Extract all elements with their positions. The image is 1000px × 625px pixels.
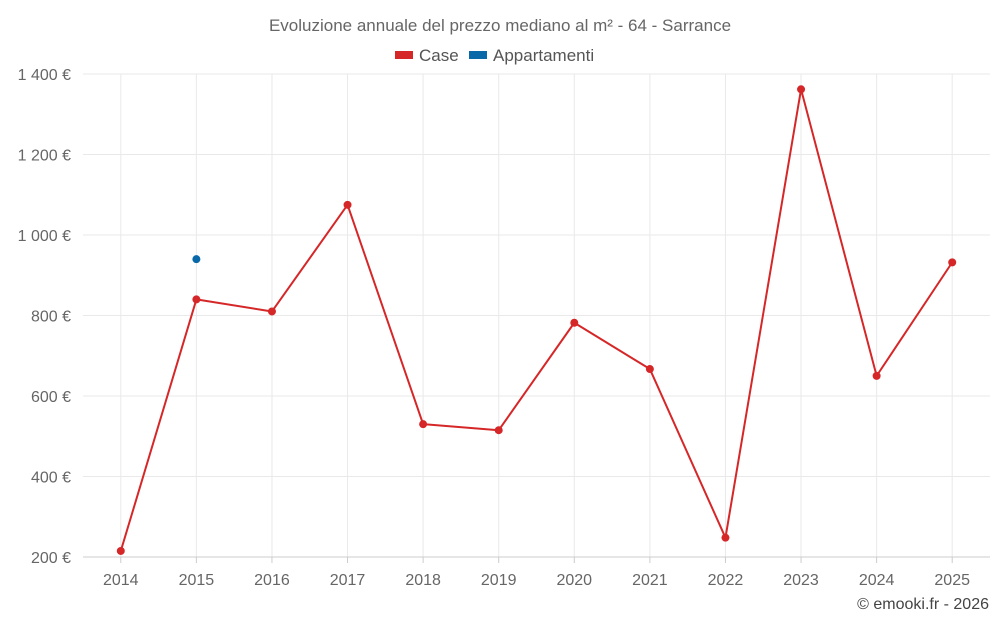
y-tick-label: 1 400 € (18, 67, 71, 84)
legend-label-case: Case (419, 46, 459, 65)
data-point-0[interactable] (948, 258, 957, 267)
chart-title: Evoluzione annuale del prezzo mediano al… (269, 16, 731, 35)
series-layer (116, 85, 957, 555)
axis-layer: 200 € 400 € 600 € 800 € 1 000 € 1 200 € 1 400 … (18, 67, 990, 589)
legend-swatch-appartamenti (469, 51, 487, 59)
legend-item-case[interactable]: Case (395, 46, 459, 65)
grid-layer (83, 73, 990, 557)
x-tick-label: 2023 (783, 572, 819, 589)
x-tick-label: 2021 (632, 572, 668, 589)
data-point-0[interactable] (343, 200, 352, 209)
x-tick-label: 2014 (103, 572, 139, 589)
data-point-0[interactable] (570, 318, 579, 327)
x-tick-label: 2020 (556, 572, 592, 589)
y-tick-label: 1 200 € (18, 148, 71, 165)
x-tick-label: 2024 (859, 572, 895, 589)
series-line-0 (119, 88, 954, 552)
legend-swatch-case (395, 51, 413, 59)
data-point-0[interactable] (267, 307, 276, 316)
data-point-0[interactable] (192, 295, 201, 304)
y-tick-label: 200 € (31, 550, 71, 567)
data-point-1[interactable] (192, 255, 201, 264)
data-point-0[interactable] (721, 533, 730, 542)
data-point-0[interactable] (419, 420, 428, 429)
x-tick-label: 2015 (179, 572, 215, 589)
y-tick-label: 800 € (31, 309, 71, 326)
y-tick-label: 400 € (31, 470, 71, 487)
x-tick-label: 2017 (330, 572, 366, 589)
data-point-0[interactable] (872, 371, 881, 380)
legend[interactable]: Case Appartamenti (395, 46, 594, 65)
x-tick-label: 2022 (708, 572, 744, 589)
x-tick-label: 2019 (481, 572, 517, 589)
legend-label-appartamenti: Appartamenti (493, 46, 594, 65)
credit-text: © emooki.fr - 2026 (857, 596, 989, 613)
y-tick-label: 600 € (31, 389, 71, 406)
data-point-0[interactable] (645, 365, 654, 374)
x-tick-label: 2018 (405, 572, 441, 589)
y-tick-label: 1 000 € (18, 228, 71, 245)
data-point-0[interactable] (116, 546, 125, 555)
x-tick-label: 2025 (934, 572, 970, 589)
data-point-0[interactable] (797, 85, 806, 94)
legend-item-appartamenti[interactable]: Appartamenti (469, 46, 594, 65)
data-point-0[interactable] (494, 426, 503, 435)
x-tick-label: 2016 (254, 572, 290, 589)
